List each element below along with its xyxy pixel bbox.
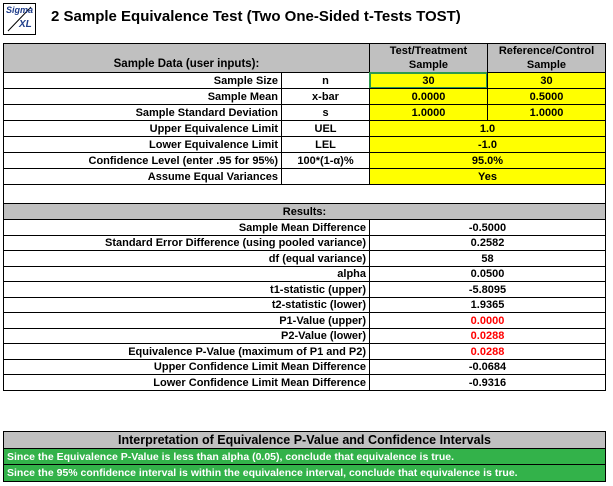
result-value: -0.5000 [369,219,606,236]
input-row-label: Sample Standard Deviation [3,104,282,121]
input-row-symbol: x-bar [281,88,370,105]
result-value: 0.0500 [369,266,606,282]
input-row-symbol: 100*(1-α)% [281,152,370,169]
blank-row [3,184,606,204]
result-label: Equivalence P-Value (maximum of P1 and P… [3,343,370,360]
merged-input-value[interactable]: 95.0% [369,152,606,169]
column-header-test: Test/Treatment Sample [369,43,488,73]
result-label: t1-statistic (upper) [3,281,370,298]
interpretation-header: Interpretation of Equivalence P-Value an… [3,431,606,449]
result-value: -0.0684 [369,359,606,375]
input-row-label: Lower Equivalence Limit [3,136,282,153]
reference-sample-input[interactable]: 0.5000 [487,88,606,105]
input-row-label: Sample Mean [3,88,282,105]
result-value: 0.0288 [369,328,606,344]
interpretation-line-1: Since the Equivalence P-Value is less th… [3,448,606,465]
test-sample-input[interactable]: 1.0000 [369,104,488,121]
logo-line1: Sigma [6,5,34,15]
reference-sample-input[interactable]: 30 [487,72,606,89]
result-label: Sample Mean Difference [3,219,370,236]
test-sample-input[interactable]: 0.0000 [369,88,488,105]
result-label: alpha [3,266,370,282]
interpretation-line-2: Since the 95% confidence interval is wit… [3,464,606,482]
result-label: Upper Confidence Limit Mean Difference [3,359,370,375]
input-row-label: Confidence Level (enter .95 for 95%) [3,152,282,169]
result-label: Lower Confidence Limit Mean Difference [3,374,370,391]
result-value: 1.9365 [369,297,606,313]
sigmaxl-logo: Sigma XL [3,3,36,35]
input-row-symbol: n [281,72,370,89]
merged-input-value[interactable]: 1.0 [369,120,606,137]
test-sample-input[interactable]: 30 [369,72,488,89]
result-label: df (equal variance) [3,250,370,267]
result-label: t2-statistic (lower) [3,297,370,313]
result-value: 0.2582 [369,235,606,251]
result-value: 58 [369,250,606,267]
input-section-header: Sample Data (user inputs): [3,43,370,73]
input-row-label: Sample Size [3,72,282,89]
input-row-symbol: s [281,104,370,121]
column-header-reference: Reference/Control Sample [487,43,606,73]
result-value: -0.9316 [369,374,606,391]
logo-line2: XL [19,19,32,30]
result-label: Standard Error Difference (using pooled … [3,235,370,251]
results-header: Results: [3,203,606,220]
input-row-symbol: LEL [281,136,370,153]
input-header-text: Sample Data (user inputs): [113,58,260,70]
reference-sample-input[interactable]: 1.0000 [487,104,606,121]
result-label: P2-Value (lower) [3,328,370,344]
merged-input-value[interactable]: -1.0 [369,136,606,153]
result-value: 0.0000 [369,312,606,329]
input-row-label: Assume Equal Variances [3,168,282,185]
result-value: 0.0288 [369,343,606,360]
result-label: P1-Value (upper) [3,312,370,329]
result-value: -5.8095 [369,281,606,298]
input-row-label: Upper Equivalence Limit [3,120,282,137]
page-title: 2 Sample Equivalence Test (Two One-Sided… [51,7,461,25]
input-row-symbol: UEL [281,120,370,137]
merged-input-value[interactable]: Yes [369,168,606,185]
input-row-symbol [281,168,370,185]
